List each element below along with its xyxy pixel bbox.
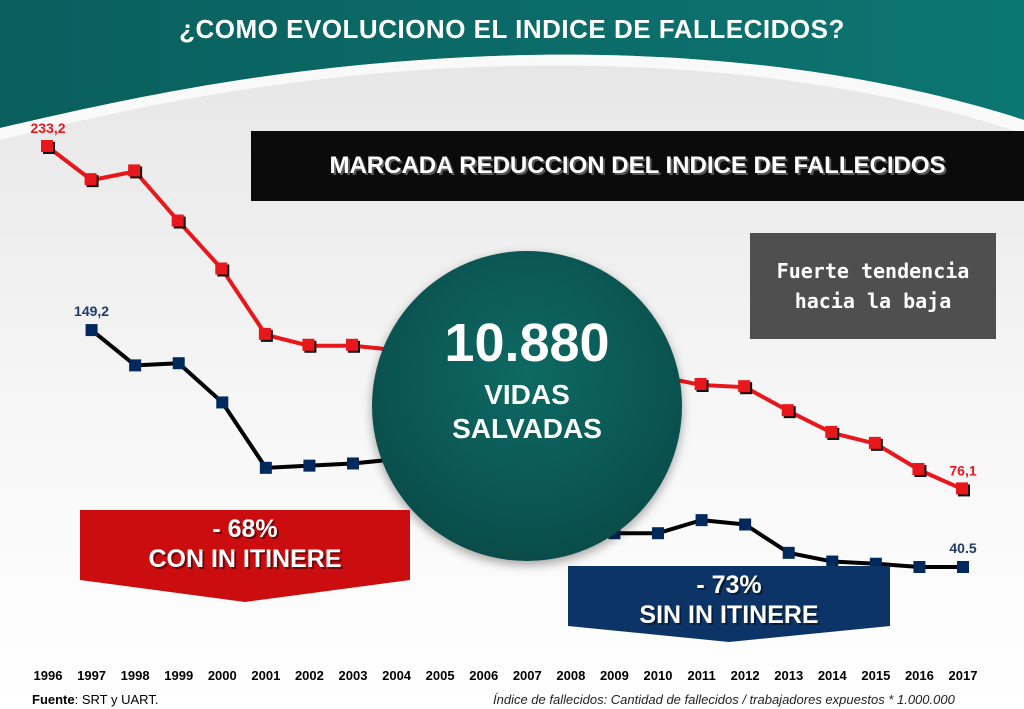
source-text: : SRT y UART. [74,692,159,707]
data-point [738,380,751,393]
lives-saved-label: VIDAS SALVADAS [452,379,602,444]
x-tick-label: 2013 [774,668,803,683]
data-label: 76,1 [949,462,976,478]
data-point [128,164,141,177]
x-tick-label: 1997 [77,668,106,683]
data-point [826,555,839,568]
data-point [868,436,881,449]
x-tick-label: 2016 [905,668,934,683]
data-point [303,459,316,472]
data-point [259,461,272,474]
data-point [694,378,707,391]
x-tick-label: 2012 [731,668,760,683]
data-point [782,546,795,559]
x-tick-label: 2014 [818,668,848,683]
data-point [84,173,97,186]
x-tick-label: 2008 [556,668,585,683]
data-point [215,262,228,275]
data-point [346,338,358,351]
x-tick-label: 2006 [469,668,498,683]
red-callout-shape [80,510,410,602]
data-point [956,482,968,495]
data-point [913,561,926,573]
x-tick-label: 2003 [339,668,368,683]
x-tick-label: 2011 [687,668,715,683]
data-point [825,425,838,438]
x-tick-label: 2004 [382,668,412,683]
x-tick-label: 2015 [861,668,890,683]
data-label: 149,2 [74,303,109,319]
x-tick-label: 2007 [513,668,542,683]
lives-saved-number: 10.880 [444,313,610,373]
trend-box: Fuerte tendencia hacia la baja [750,233,996,339]
blue-callout-text: - 73% SIN IN ITINERE [639,571,819,629]
index-footnote: Índice de fallecidos: Cantidad de fallec… [493,692,955,707]
source-note: Fuente: SRT y UART. [32,692,158,707]
x-tick-label: 2017 [949,668,978,683]
data-point [129,359,142,372]
x-tick-label: 2001 [251,668,280,683]
data-point [41,140,53,152]
red-callout-text: - 68% CON IN ITINERE [148,515,342,573]
x-tick-label: 2005 [426,668,455,683]
x-tick-label: 2010 [644,668,673,683]
data-point [781,404,794,417]
data-label: 40.5 [949,540,976,556]
data-label: 233,2 [30,120,65,136]
data-point [172,357,185,370]
data-point [695,514,708,527]
lives-saved-circle [372,251,682,561]
data-point [957,561,969,573]
x-tick-label: 1999 [164,668,193,683]
data-point [652,527,664,540]
source-label: Fuente [32,692,75,707]
page-title: ¿COMO EVOLUCIONO EL INDICE DE FALLECIDOS… [179,14,845,44]
x-tick-label: 2009 [600,668,629,683]
x-tick-label: 2000 [208,668,237,683]
x-tick-label: 2002 [295,668,324,683]
data-point [216,396,229,409]
x-tick-label: 1998 [121,668,150,683]
data-point [302,338,315,351]
data-point [739,518,752,531]
data-point [85,324,98,337]
data-point [347,457,359,470]
x-tick-label: 1996 [34,668,63,683]
data-point [171,214,184,227]
data-point [258,327,271,340]
data-point [912,463,925,476]
blue-callout-shape [568,566,890,642]
headline-banner: MARCADA REDUCCION DEL INDICE DE FALLECID… [251,131,1024,201]
